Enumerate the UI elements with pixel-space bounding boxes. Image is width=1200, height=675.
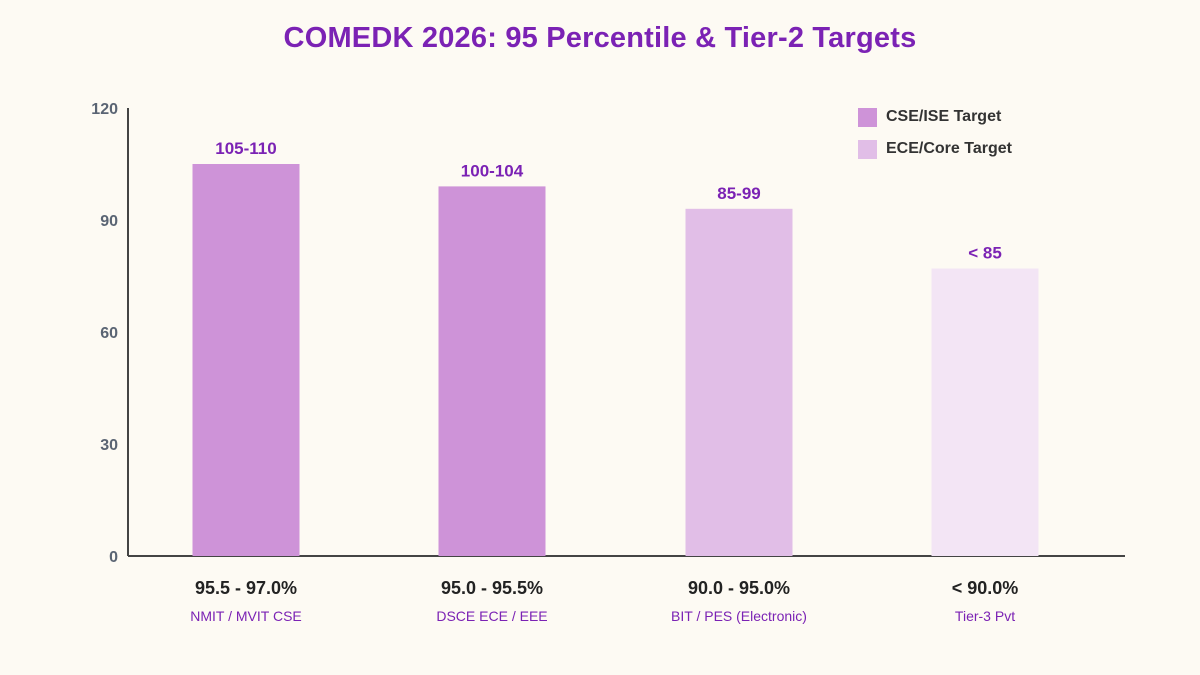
bar xyxy=(685,208,793,557)
bar-data-label: 105-110 xyxy=(215,139,276,158)
x-category-sublabel: Tier-3 Pvt xyxy=(955,608,1015,624)
legend-swatch-cse xyxy=(858,107,877,127)
legend-label-cse: CSE/ISE Target xyxy=(886,108,1002,125)
x-category-label: 90.0 - 95.0% xyxy=(688,578,790,598)
bar-data-label: < 85 xyxy=(968,244,1002,263)
legend-label-ece: ECE/Core Target xyxy=(886,140,1012,157)
x-category-label: < 90.0% xyxy=(952,578,1019,598)
x-category-label: 95.5 - 97.0% xyxy=(195,578,297,598)
legend-item-ece: ECE/Core Target xyxy=(858,138,1012,160)
x-category-sublabel: DSCE ECE / EEE xyxy=(436,608,547,624)
y-tick-label: 90 xyxy=(100,213,118,230)
y-tick-label: 60 xyxy=(100,325,118,342)
legend-item-cse: CSE/ISE Target xyxy=(858,106,1012,128)
legend-swatch-ece xyxy=(858,139,877,159)
bar xyxy=(438,186,546,556)
bar-data-label: 85-99 xyxy=(717,184,760,203)
bar xyxy=(192,164,300,556)
x-category-sublabel: BIT / PES (Electronic) xyxy=(671,608,807,624)
labels: 105-110 95.5 - 97.0% NMIT / MVIT CSE 100-10… xyxy=(190,139,1018,624)
x-category-sublabel: NMIT / MVIT CSE xyxy=(190,608,302,624)
legend: CSE/ISE Target ECE/Core Target xyxy=(858,106,1012,170)
y-tick-label: 30 xyxy=(100,437,118,454)
x-category-label: 95.0 - 95.5% xyxy=(441,578,543,598)
bar xyxy=(931,268,1039,556)
bar-data-label: 100-104 xyxy=(461,161,524,180)
y-tick-label: 0 xyxy=(109,549,118,566)
chart-title: COMEDK 2026: 95 Percentile & Tier-2 Targ… xyxy=(283,22,917,54)
y-tick-label: 120 xyxy=(91,101,118,118)
bars xyxy=(192,164,1039,557)
